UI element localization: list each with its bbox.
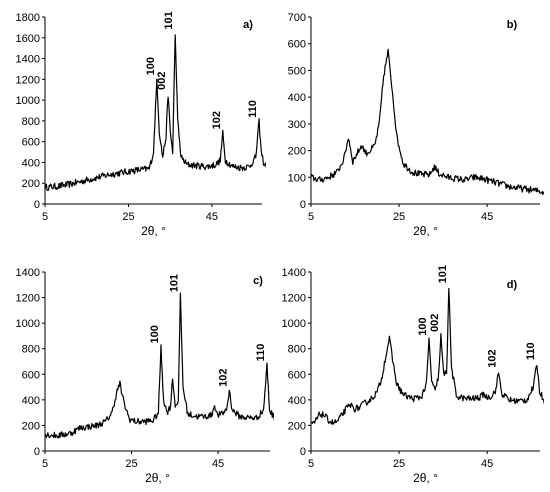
panel-letter: b) (507, 19, 518, 31)
panel-b: 0 100 200 300 400 500 600 700 5 25 45 2θ, ° b) (288, 12, 544, 238)
y-tick-label: 600 (288, 39, 306, 51)
y-tick-label: 1000 (16, 95, 40, 107)
x-tick-label: 45 (481, 211, 493, 223)
y-tick-label: 600 (288, 369, 306, 381)
y-tick-label: 1400 (16, 54, 40, 66)
y-tick-label: 0 (34, 446, 40, 458)
y-tick-label: 500 (288, 65, 306, 77)
x-tick-label: 25 (393, 211, 405, 223)
y-tick-label: 300 (288, 119, 306, 131)
y-tick-label: 1400 (282, 267, 306, 279)
peak-label-110: 110 (255, 344, 267, 362)
y-tick-label: 400 (22, 395, 40, 407)
y-tick-label: 200 (22, 420, 40, 432)
panel-d: 0 200 400 600 800 1000 1200 1400 5 25 45 2θ, ° d) 100… (282, 265, 544, 485)
peak-label-100: 100 (417, 317, 429, 335)
xrd-trace (45, 34, 266, 191)
x-tick-label: 5 (42, 458, 48, 470)
y-tick-label: 1400 (16, 267, 40, 279)
peak-label-101: 101 (163, 11, 175, 29)
panel-letter: c) (253, 275, 263, 287)
peak-label-110: 110 (247, 100, 259, 118)
y-tick-label: 600 (22, 369, 40, 381)
y-tick-label: 1800 (16, 12, 40, 24)
y-tick-label: 1600 (16, 33, 40, 45)
y-tick-label: 800 (22, 116, 40, 128)
x-tick-label: 45 (481, 458, 493, 470)
peak-label-102: 102 (217, 369, 229, 387)
x-axis-title: 2θ, ° (413, 224, 438, 238)
peak-label-101: 101 (437, 265, 449, 283)
x-tick-label: 25 (125, 458, 137, 470)
x-tick-label: 5 (308, 458, 314, 470)
x-tick-label: 25 (122, 211, 134, 223)
y-tick-label: 100 (288, 172, 306, 184)
y-tick-label: 1000 (16, 318, 40, 330)
peak-label-102: 102 (211, 111, 223, 129)
y-tick-label: 0 (300, 199, 306, 211)
peak-label-102: 102 (487, 349, 499, 367)
y-tick-label: 0 (34, 199, 40, 211)
peak-label-100: 100 (145, 57, 157, 75)
panel-letter: d) (507, 279, 518, 291)
xrd-trace (311, 287, 544, 425)
y-tick-label: 200 (288, 146, 306, 158)
y-tick-label: 800 (22, 344, 40, 356)
peak-label-100: 100 (149, 325, 161, 343)
x-axis-title: 2θ, ° (413, 471, 438, 485)
y-tick-label: 700 (288, 12, 306, 24)
y-tick-label: 1200 (16, 293, 40, 305)
x-axis-title: 2θ, ° (141, 224, 166, 238)
x-tick-label: 5 (42, 211, 48, 223)
y-tick-label: 400 (288, 395, 306, 407)
panel-a: 0 200 400 600 800 1000 1200 1400 1600 1800 5 25 45 2θ… (16, 11, 266, 238)
panel-c: 0 200 400 600 800 1000 1200 1400 5 25 45 2θ, ° c) 100… (16, 267, 274, 485)
y-tick-label: 1000 (282, 318, 306, 330)
y-tick-label: 0 (300, 446, 306, 458)
y-tick-label: 400 (22, 157, 40, 169)
x-tick-label: 5 (308, 211, 314, 223)
x-tick-label: 25 (393, 458, 405, 470)
x-axis-title: 2θ, ° (145, 471, 170, 485)
y-tick-label: 1200 (282, 293, 306, 305)
peak-label-002: 002 (429, 314, 441, 332)
x-tick-label: 45 (212, 458, 224, 470)
y-tick-label: 1200 (16, 74, 40, 86)
y-tick-label: 400 (288, 92, 306, 104)
y-tick-label: 200 (288, 420, 306, 432)
x-tick-label: 45 (206, 211, 218, 223)
peak-label-101: 101 (168, 274, 180, 292)
y-tick-label: 200 (22, 178, 40, 190)
y-tick-label: 800 (288, 344, 306, 356)
y-tick-label: 600 (22, 137, 40, 149)
xrd-trace (45, 292, 274, 439)
peak-label-002: 002 (156, 72, 168, 90)
panel-letter: a) (243, 19, 253, 31)
peak-label-110: 110 (525, 342, 537, 360)
xrd-trace (311, 48, 544, 195)
